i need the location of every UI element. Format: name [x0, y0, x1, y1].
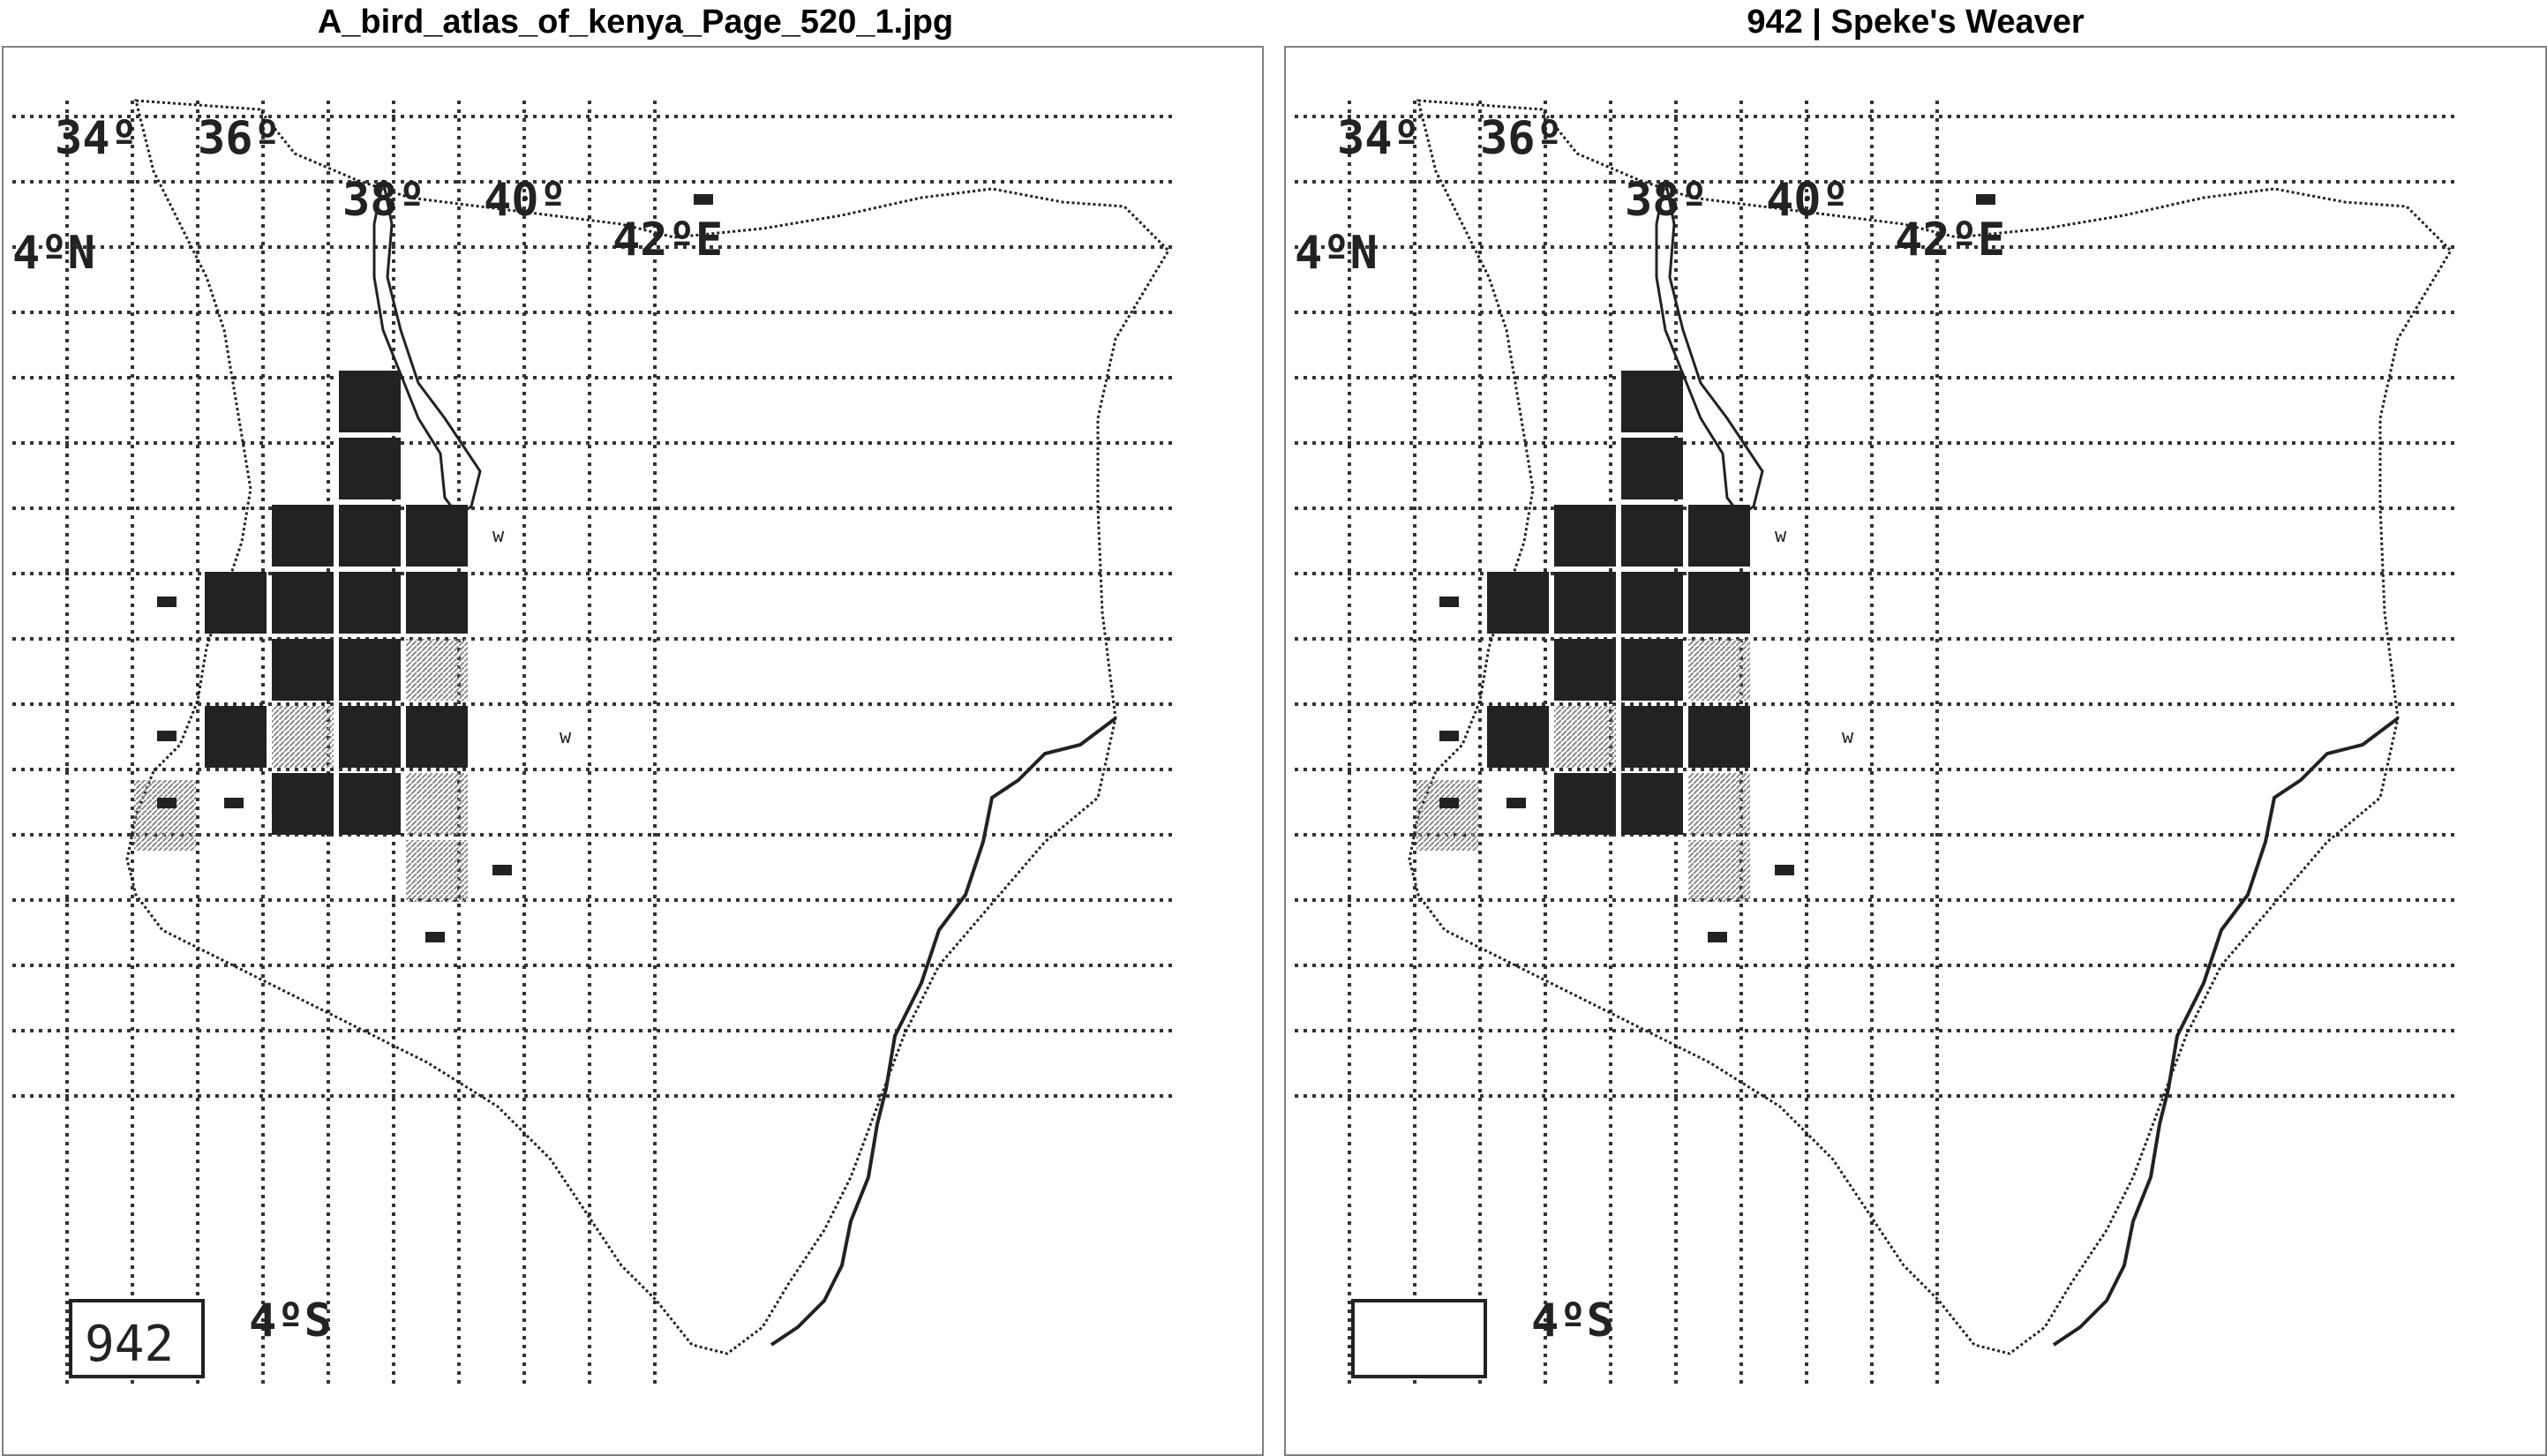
breeding-square [1554, 773, 1616, 835]
breeding-square [1688, 572, 1750, 634]
species-number: 942 [85, 1316, 174, 1373]
longitude-label: 40º [1766, 174, 1849, 227]
latitude-label: 4ºN [1295, 227, 1378, 280]
record-dot [1439, 597, 1459, 607]
species-number-box [1351, 1299, 1487, 1378]
shaded-square [406, 639, 468, 701]
shaded-square [1688, 773, 1750, 835]
breeding-square [339, 438, 401, 499]
shaded-square [406, 773, 468, 835]
distribution-map-left: w w 34º 36º 38º 40º 42ºE 4ºN 4ºS 942 [12, 99, 1177, 1389]
longitude-label: 34º [1337, 112, 1420, 165]
w-record: w [492, 525, 505, 547]
breeding-square [1621, 773, 1683, 835]
w-record: w [1775, 525, 1787, 547]
grid-lines [12, 101, 1177, 1389]
breeding-square [272, 572, 334, 634]
w-record: w [1842, 726, 1854, 748]
grid-lines [1295, 101, 2460, 1389]
breeding-square [1554, 639, 1616, 701]
country-outline [1408, 99, 2453, 1355]
breeding-square [406, 572, 468, 634]
lake-victoria [134, 780, 196, 851]
breeding-square [272, 773, 334, 835]
longitude-label: 36º [198, 112, 281, 165]
longitude-label: 40º [484, 174, 567, 227]
record-dot [157, 731, 177, 741]
record-dot [1439, 731, 1459, 741]
latitude-label: 4ºS [1531, 1295, 1614, 1347]
panel-title-right: 942 | Speke's Weaver [1747, 4, 2085, 41]
breeding-square [1621, 371, 1683, 432]
breeding-square [339, 572, 401, 634]
breeding-square [1621, 572, 1683, 634]
breeding-square [406, 706, 468, 768]
record-dot [1775, 865, 1794, 875]
breeding-square [406, 505, 468, 567]
record-dot [492, 865, 512, 875]
species-number-box [69, 1299, 205, 1378]
record-dot [1708, 932, 1727, 942]
shaded-square [1554, 706, 1616, 768]
breeding-square [205, 706, 267, 768]
shaded-square [406, 840, 468, 902]
breeding-square [339, 706, 401, 768]
breeding-square [1621, 639, 1683, 701]
distribution-map-right: w w 34º 36º 38º 40º 42ºE 4ºN 4ºS [1295, 99, 2460, 1389]
longitude-label: 42ºE [1895, 214, 2005, 266]
shaded-square [1688, 840, 1750, 902]
shaded-square [272, 706, 334, 768]
country-outline [125, 99, 1170, 1355]
breeding-square [1554, 505, 1616, 567]
breeding-square [1688, 706, 1750, 768]
coastline [770, 717, 1117, 1347]
breeding-square [339, 371, 401, 432]
record-dot [224, 798, 244, 808]
record-dot [425, 932, 445, 942]
record-dot [1506, 798, 1526, 808]
lake-victoria [1416, 780, 1478, 851]
breeding-square [339, 639, 401, 701]
map-panel-right: w w 34º 36º 38º 40º 42ºE 4ºN 4ºS [1284, 46, 2547, 1456]
record-dot [1976, 194, 1995, 205]
record-dot [694, 194, 713, 205]
breeding-square [1621, 438, 1683, 499]
record-dot [224, 597, 244, 607]
longitude-label: 34º [55, 112, 138, 165]
coastline [2052, 717, 2400, 1347]
record-dot [157, 798, 177, 808]
breeding-square [272, 639, 334, 701]
panel-title-left: A_bird_atlas_of_kenya_Page_520_1.jpg [317, 4, 954, 41]
breeding-square [1621, 505, 1683, 567]
longitude-label: 36º [1480, 112, 1563, 165]
longitude-label: 38º [342, 174, 425, 227]
latitude-label: 4ºS [249, 1295, 332, 1347]
record-dot [1506, 597, 1526, 607]
shaded-square [1688, 639, 1750, 701]
breeding-square [339, 505, 401, 567]
record-dot [157, 597, 177, 607]
longitude-label: 38º [1625, 174, 1708, 227]
w-record: w [560, 726, 572, 748]
breeding-square [1554, 572, 1616, 634]
breeding-square [1487, 706, 1549, 768]
breeding-square [1621, 706, 1683, 768]
latitude-label: 4ºN [12, 227, 95, 280]
breeding-square [339, 773, 401, 835]
record-dot [1439, 798, 1459, 808]
breeding-square [272, 505, 334, 567]
longitude-label: 42ºE [612, 214, 723, 266]
breeding-square [1688, 505, 1750, 567]
map-panel-left: w w 34º 36º 38º 40º 42ºE 4ºN 4ºS 942 [2, 46, 1264, 1456]
